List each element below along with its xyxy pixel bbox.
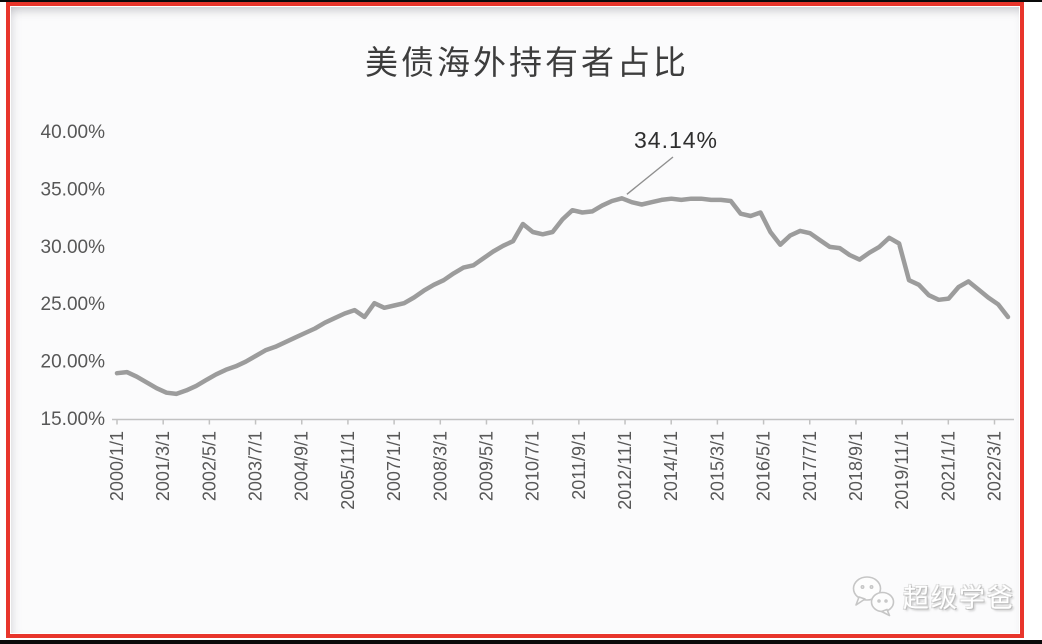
peak-annotation-label: 34.14% <box>634 127 719 153</box>
y-tick-label: 20.00% <box>41 352 106 373</box>
x-tick-label: 2007/1/1 <box>384 431 404 501</box>
x-tick-label: 2016/5/1 <box>754 431 774 501</box>
y-tick-label: 30.00% <box>41 237 106 258</box>
x-tick-label: 2017/7/1 <box>800 431 820 501</box>
y-tick-label: 15.00% <box>41 409 106 430</box>
x-tick-label: 2008/3/1 <box>430 431 450 501</box>
chart-title: 美债海外持有者占比 <box>365 44 689 81</box>
red-border-frame <box>6 2 1024 638</box>
chart-card <box>11 7 1019 633</box>
top-edge-strip <box>0 0 1042 2</box>
x-tick-label: 2014/1/1 <box>661 431 681 501</box>
y-tick-label: 40.00% <box>41 122 106 143</box>
x-tick-label: 2005/11/1 <box>338 431 358 510</box>
x-tick-label: 2019/11/1 <box>892 431 912 510</box>
wechat-bubbles-icon <box>852 576 895 617</box>
x-tick-label: 2004/9/1 <box>292 431 312 501</box>
x-tick-label: 2015/3/1 <box>707 431 727 501</box>
x-tick-label: 2011/9/1 <box>569 431 589 500</box>
bottom-edge-strip <box>0 640 1042 644</box>
x-tick-label: 2002/5/1 <box>199 431 219 501</box>
x-tick-label: 2022/3/1 <box>985 431 1005 501</box>
x-tick-label: 2009/5/1 <box>476 431 496 501</box>
y-tick-label: 35.00% <box>41 179 106 200</box>
watermark-text: 超级学爸 <box>903 582 1016 613</box>
data-line <box>114 196 1011 397</box>
watermark: 超级学爸 <box>851 575 1015 617</box>
annotation-leader-line <box>626 156 674 195</box>
x-tick-label: 2018/9/1 <box>846 431 866 501</box>
x-tick-label: 2003/7/1 <box>246 431 266 501</box>
x-tick-label: 2001/3/1 <box>153 431 173 501</box>
x-tick-label: 2010/7/1 <box>523 431 543 501</box>
y-tick-label: 25.00% <box>41 294 106 315</box>
x-tick-label: 2000/1/1 <box>107 431 127 501</box>
x-tick-label: 2012/11/1 <box>615 431 635 510</box>
x-tick-label: 2021/1/1 <box>938 431 958 501</box>
